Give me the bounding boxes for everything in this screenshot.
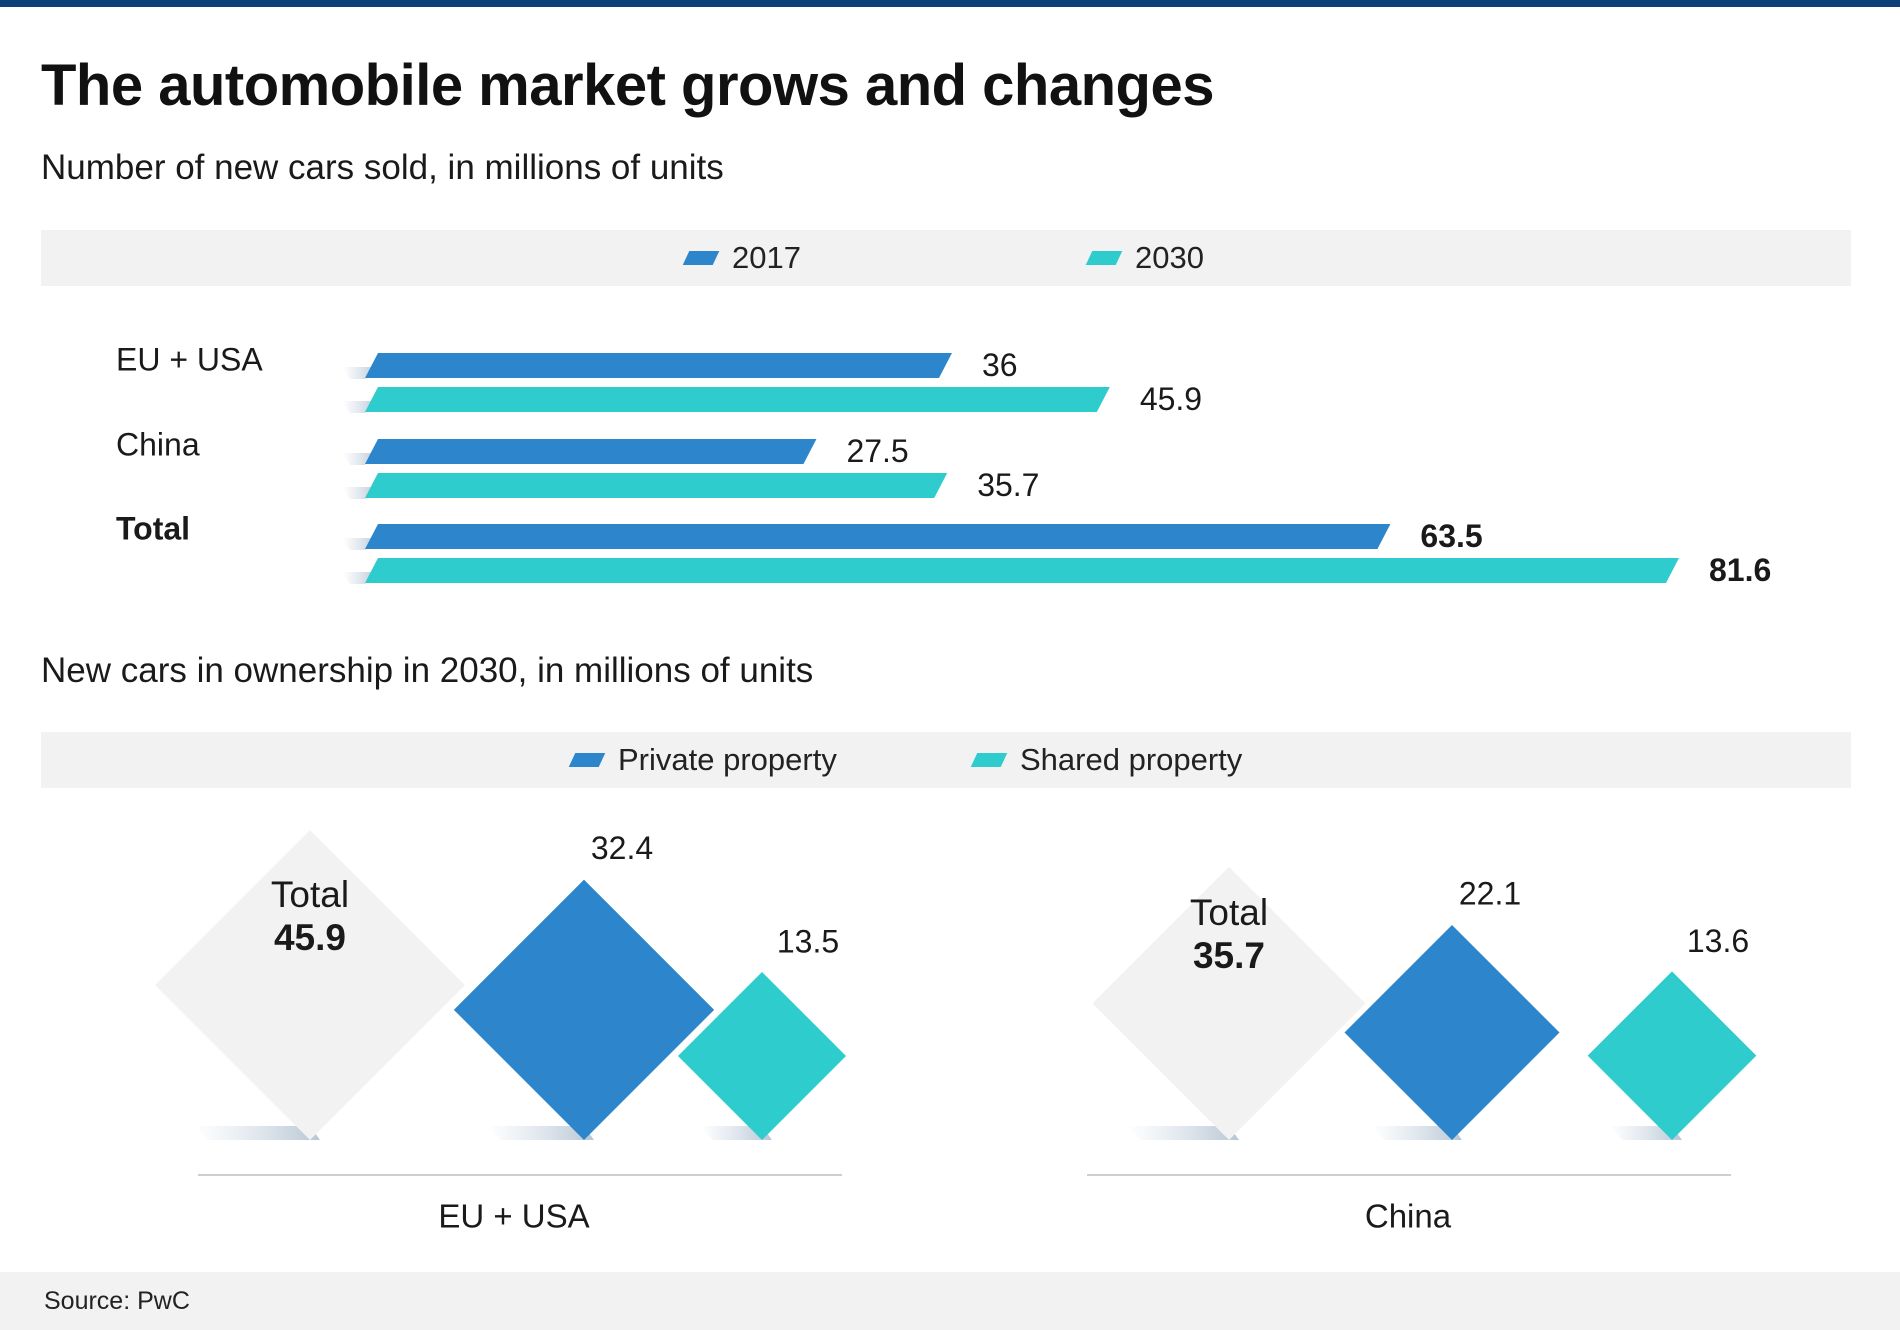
- category-label-china: China: [116, 426, 200, 462]
- bar-eu-usa-2017: [365, 353, 952, 378]
- bar-shadow: [342, 401, 378, 413]
- chart-title: The automobile market grows and changes: [41, 53, 1214, 118]
- bar-total-2030: [365, 558, 1679, 583]
- legend-label-shared: Shared property: [1020, 742, 1243, 777]
- source-note: Source: PwC: [44, 1287, 190, 1315]
- top-accent-bar: [0, 0, 1900, 7]
- category-label-total: Total: [116, 510, 190, 546]
- sales-subtitle: Number of new cars sold, in millions of …: [41, 148, 724, 187]
- bar-china-2030: [365, 473, 948, 498]
- shared-diamond-china: [1587, 971, 1757, 1140]
- private-diamond-china: [1344, 925, 1560, 1140]
- group-label-eu-usa: EU + USA: [438, 1198, 589, 1235]
- source-band: Source: PwC: [0, 1272, 1900, 1330]
- legend-item-private: Private property: [568, 732, 837, 788]
- private-diamond-china-shadow: [1371, 1126, 1462, 1140]
- legend-label-2017: 2017: [732, 240, 801, 275]
- legend-label-2030: 2030: [1135, 240, 1204, 275]
- legend-item-shared: Shared property: [970, 732, 1243, 788]
- bar-eu-usa-2030: [365, 387, 1110, 412]
- bar-shadow: [342, 572, 378, 584]
- total-caption-eu-usa: Total: [271, 874, 349, 915]
- bar-shadow: [342, 538, 378, 550]
- shared-value-eu-usa: 13.5: [777, 923, 839, 959]
- private-diamond-eu-usa-shadow: [486, 1126, 594, 1140]
- total-diamond-eu-usa-shadow: [193, 1126, 320, 1140]
- legend-item-2030: 2030: [1085, 230, 1204, 286]
- ownership-subtitle: New cars in ownership in 2030, in millio…: [41, 651, 814, 690]
- bar-shadow: [342, 367, 378, 379]
- value-label-total-2017: 63.5: [1420, 518, 1482, 554]
- total-value-china: 35.7: [1193, 935, 1265, 976]
- ownership-legend: Private property Shared property: [41, 732, 1851, 788]
- group-label-china: China: [1365, 1198, 1452, 1235]
- shared-diamond-eu-usa: [677, 971, 847, 1140]
- sales-legend: 2017 2030: [41, 230, 1851, 286]
- value-label-eu-usa-2017: 36: [982, 347, 1018, 383]
- private-diamond-eu-usa: [453, 879, 715, 1140]
- value-label-china-2017: 27.5: [846, 433, 908, 469]
- private-value-eu-usa: 32.4: [591, 830, 653, 866]
- bar-chart: EU + USA 36 45.9 China 27.5 35.7 Total 63.5 81.6: [116, 341, 1771, 588]
- total-diamond-eu-usa: [155, 830, 465, 1140]
- private-value-china: 22.1: [1459, 875, 1521, 911]
- value-label-eu-usa-2030: 45.9: [1140, 381, 1202, 417]
- legend-item-2017: 2017: [682, 230, 801, 286]
- total-diamond-china: [1092, 866, 1366, 1140]
- total-value-eu-usa: 45.9: [274, 917, 346, 958]
- category-label-eu-usa: EU + USA: [116, 341, 263, 377]
- total-diamond-china-shadow: [1126, 1126, 1239, 1140]
- total-caption-china: Total: [1190, 892, 1268, 933]
- value-label-total-2030: 81.6: [1709, 552, 1771, 588]
- bar-china-2017: [365, 439, 817, 464]
- bar-total-2017: [365, 524, 1391, 549]
- bar-shadow: [342, 453, 378, 465]
- bar-shadow: [342, 487, 378, 499]
- shared-value-china: 13.6: [1687, 923, 1749, 959]
- legend-label-private: Private property: [618, 742, 837, 777]
- value-label-china-2030: 35.7: [977, 467, 1039, 503]
